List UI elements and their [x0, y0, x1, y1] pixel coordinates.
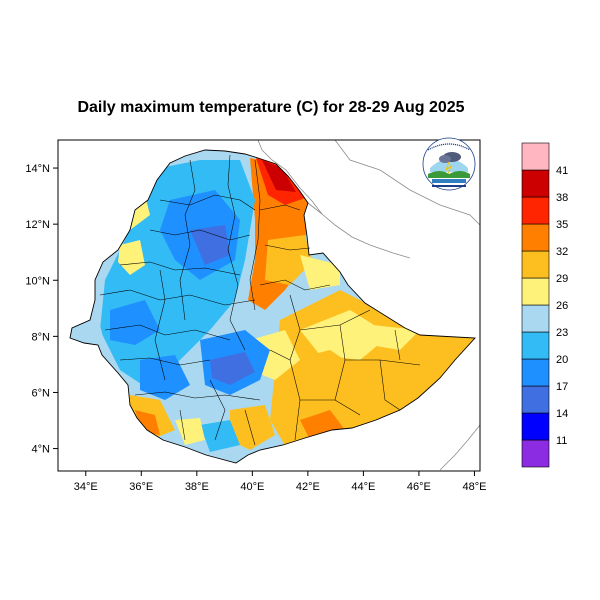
colorbar-swatch — [521, 169, 550, 198]
colorbar-label: 23 — [556, 327, 568, 339]
y-tick-label: 14°N — [25, 163, 50, 175]
neighbor-borders — [257, 139, 481, 471]
x-tick-label: 38°E — [185, 481, 209, 493]
colorbar-swatch — [521, 304, 550, 333]
colorbar-swatch — [521, 385, 550, 414]
x-axis: 34°E 36°E 38°E 40°E 42°E 44°E 46°E 48°E — [74, 471, 486, 493]
x-tick-label: 46°E — [407, 481, 431, 493]
y-axis: 14°N 12°N 10°N 8°N 6°N 4°N — [25, 163, 58, 456]
colorbar-label: 17 — [556, 381, 568, 393]
colorbar-swatch — [521, 331, 550, 360]
colorbar-swatch — [521, 412, 550, 441]
map-title: Daily maximum temperature (C) for 28-29 … — [77, 99, 464, 116]
y-tick-label: 12°N — [25, 219, 50, 231]
y-tick-label: 4°N — [32, 444, 51, 456]
colorbar-swatch — [521, 358, 550, 387]
x-tick-label: 44°E — [351, 481, 375, 493]
x-tick-label: 42°E — [296, 481, 320, 493]
colorbar-label: 32 — [556, 246, 568, 258]
colorbar-label: 41 — [556, 165, 568, 177]
x-tick-label: 36°E — [129, 481, 153, 493]
colorbar-label: 20 — [556, 354, 568, 366]
colorbar-label: 38 — [556, 192, 568, 204]
x-tick-label: 48°E — [462, 481, 486, 493]
colorbar-swatch — [521, 277, 550, 306]
y-tick-label: 6°N — [32, 387, 51, 399]
colorbar-swatch — [521, 223, 550, 252]
zone-borders — [99, 154, 421, 446]
colorbar-label: 26 — [556, 300, 568, 312]
colorbar-label: 14 — [556, 408, 568, 420]
colorbar-label: 35 — [556, 219, 568, 231]
ethiopian-meteorology-institute-logo — [422, 137, 476, 191]
colorbar-swatch — [521, 250, 550, 279]
colorbar-swatch — [521, 439, 550, 468]
x-tick-label: 40°E — [240, 481, 264, 493]
colorbar: 11 14 17 20 23 26 29 32 35 38 41 — [521, 142, 568, 468]
y-tick-label: 8°N — [32, 331, 51, 343]
colorbar-label: 11 — [556, 435, 567, 447]
colorbar-label: 29 — [556, 273, 568, 285]
colorbar-swatch — [521, 196, 550, 225]
ethiopia-boundary — [69, 149, 476, 464]
x-tick-label: 34°E — [74, 481, 98, 493]
colorbar-swatch — [521, 142, 550, 171]
y-tick-label: 10°N — [25, 275, 50, 287]
plot-frame — [57, 139, 481, 472]
